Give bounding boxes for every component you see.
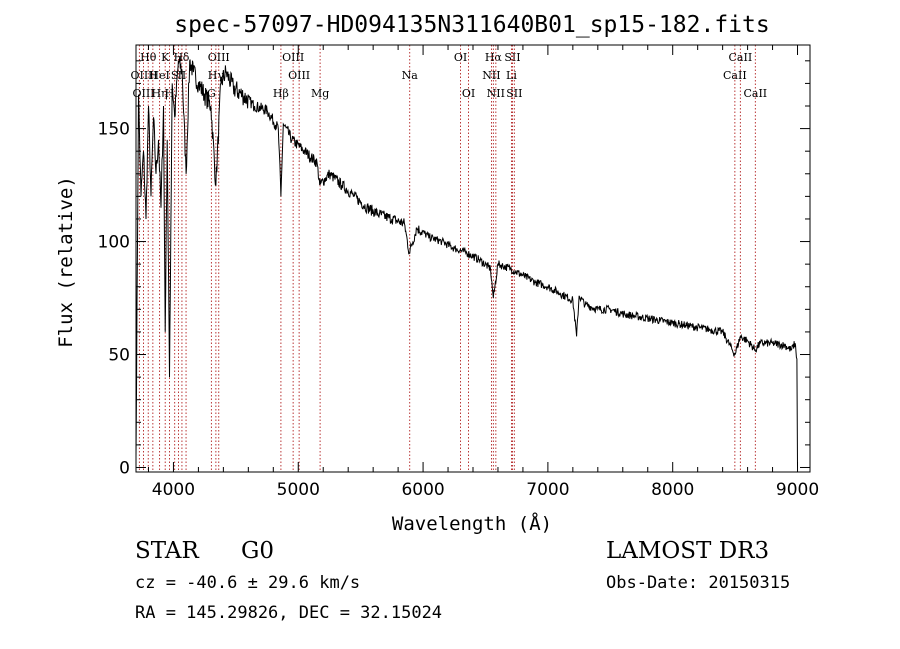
x-tick-label: 6000: [401, 480, 444, 500]
object-subclass: G0: [241, 538, 275, 564]
spectral-line-label: K: [161, 51, 170, 64]
spectral-line-label: S: [171, 69, 179, 82]
spectral-line-label: Hα: [485, 51, 503, 64]
spectral-line-label: Hβ: [273, 87, 289, 100]
x-tick-label: 9000: [776, 480, 819, 500]
x-axis-label: Wavelength (Å): [392, 512, 552, 535]
spectral-line-label: HeI: [149, 69, 169, 82]
spectral-line-label: Hθ: [140, 51, 157, 64]
x-tick-label: 4000: [152, 480, 195, 500]
y-axis-label: Flux (relative): [55, 176, 77, 348]
x-tick-label: 8000: [651, 480, 694, 500]
spectral-line-label: Li: [506, 69, 517, 82]
spectral-line-label: OI: [454, 51, 467, 64]
spectral-line-label: δ: [183, 51, 190, 64]
spectral-line-label: OII: [131, 69, 149, 82]
y-tick-label: 150: [98, 120, 130, 140]
spectral-line-label: OIII: [208, 51, 230, 64]
spectral-line-label: OIII: [288, 69, 310, 82]
spectral-line-label: H: [174, 51, 184, 64]
x-tick-label: 5000: [277, 480, 320, 500]
observation-date: Obs-Date: 20150315: [606, 573, 791, 593]
plot-frame: [135, 44, 811, 473]
x-tick-label: 7000: [526, 480, 569, 500]
spectral-line-label: H: [165, 87, 175, 100]
spectral-line-label: SII: [504, 51, 520, 64]
spectral-line-label: CaII: [729, 51, 753, 64]
spectral-line-label: OIII: [132, 87, 154, 100]
y-axis: 0 50 100 150: [98, 60, 810, 478]
x-axis: 4000 5000 6000 7000 8000 9000: [147, 45, 819, 500]
spectral-line-label: Mg: [311, 87, 329, 100]
spectral-line-label: G: [207, 87, 216, 100]
spectrum-series-line: [135, 56, 798, 468]
spectral-line-label: Hη: [151, 87, 167, 100]
redshift-velocity: cz = -40.6 ± 29.6 km/s: [135, 573, 361, 593]
spectral-line-label: H: [148, 69, 158, 82]
survey-name: LAMOST DR3: [606, 538, 770, 564]
spectral-line-label: NII: [482, 69, 500, 82]
spectral-line-label: OIII: [282, 51, 304, 64]
chart-title: spec-57097-HD094135N311640B01_sp15-182.f…: [174, 12, 769, 38]
spectral-line-label: CaII: [743, 87, 767, 100]
spectral-line-label: Na: [402, 69, 419, 82]
spectral-line-label: OI: [462, 87, 475, 100]
spectral-line-label: Hγ: [208, 69, 225, 82]
spectral-line-label: CaII: [723, 69, 747, 82]
y-tick-label: 50: [108, 346, 130, 366]
y-tick-label: 100: [98, 233, 130, 253]
sky-coordinates: RA = 145.29826, DEC = 32.15024: [135, 603, 443, 623]
spectral-line-label: SII: [506, 87, 522, 100]
spectral-line-label: NII: [487, 87, 505, 100]
y-tick-label: 0: [119, 458, 130, 478]
object-class: STAR: [135, 538, 199, 564]
